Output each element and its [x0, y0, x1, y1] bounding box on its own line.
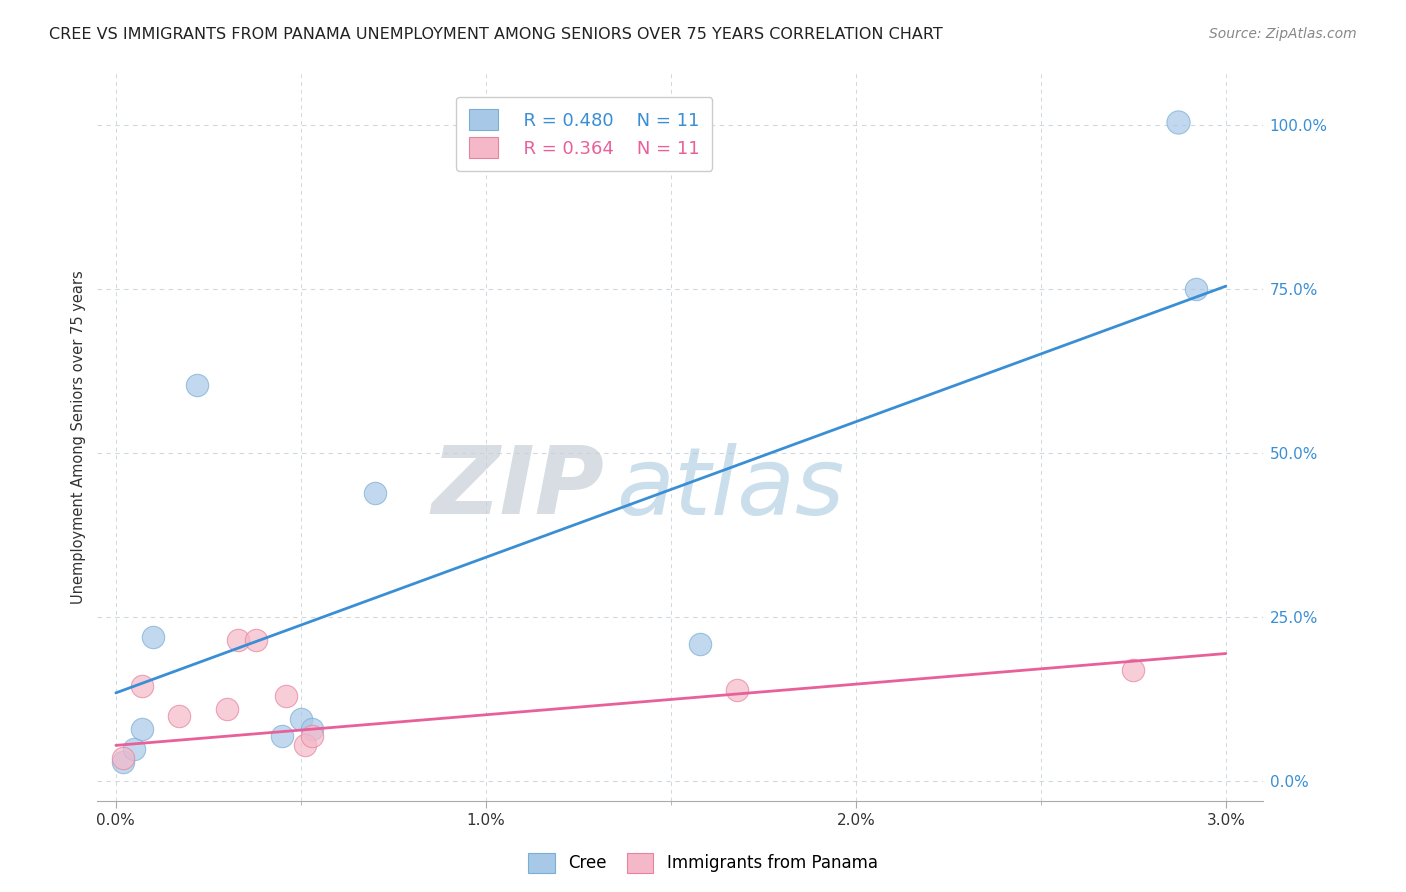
Point [131, 679, 153, 693]
Point [142, 630, 165, 644]
Point [245, 633, 267, 648]
Point [215, 702, 238, 716]
Point [689, 637, 711, 651]
Legend: Cree, Immigrants from Panama: Cree, Immigrants from Panama [522, 847, 884, 880]
Point [274, 689, 297, 703]
Point [1185, 283, 1208, 297]
Text: Source: ZipAtlas.com: Source: ZipAtlas.com [1209, 27, 1357, 41]
Point [364, 485, 387, 500]
Point [131, 722, 153, 736]
Text: CREE VS IMMIGRANTS FROM PANAMA UNEMPLOYMENT AMONG SENIORS OVER 75 YEARS CORRELAT: CREE VS IMMIGRANTS FROM PANAMA UNEMPLOYM… [49, 27, 943, 42]
Point [1167, 115, 1189, 129]
Point [294, 739, 316, 753]
Point [271, 729, 294, 743]
Point [167, 709, 190, 723]
Legend:   R = 0.480    N = 11,   R = 0.364    N = 11: R = 0.480 N = 11, R = 0.364 N = 11 [456, 96, 713, 170]
Point [301, 722, 323, 736]
Point [301, 729, 323, 743]
Point [725, 682, 748, 697]
Text: ZIP: ZIP [432, 442, 605, 534]
Y-axis label: Unemployment Among Seniors over 75 years: Unemployment Among Seniors over 75 years [72, 270, 86, 604]
Point [112, 751, 135, 765]
Point [226, 633, 249, 648]
Point [112, 755, 135, 769]
Point [290, 712, 312, 726]
Point [186, 377, 208, 392]
Point [1122, 663, 1144, 677]
Text: atlas: atlas [616, 442, 844, 533]
Point [124, 741, 146, 756]
